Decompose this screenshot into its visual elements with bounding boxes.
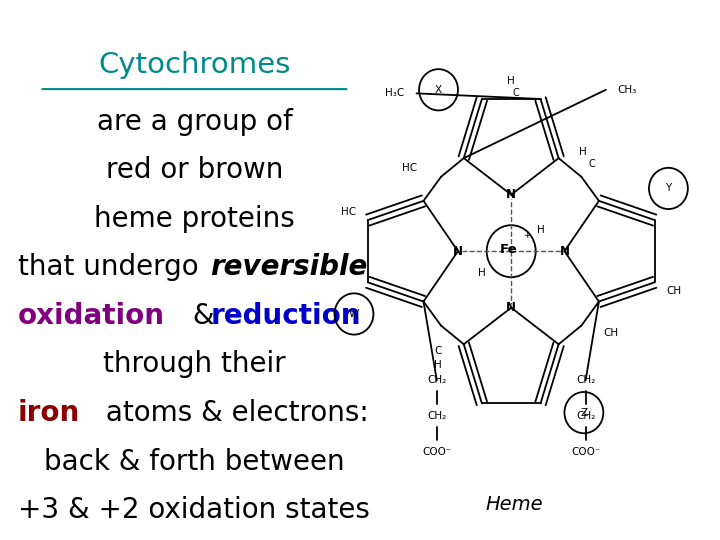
- Text: CH: CH: [603, 328, 618, 338]
- Text: CH₂: CH₂: [576, 375, 595, 386]
- Text: red or brown: red or brown: [106, 156, 283, 184]
- Text: Fe: Fe: [500, 243, 518, 256]
- Text: COO⁻: COO⁻: [571, 447, 600, 457]
- Text: COO⁻: COO⁻: [422, 447, 451, 457]
- Text: that undergo: that undergo: [18, 253, 207, 281]
- Text: W: W: [349, 309, 359, 319]
- Text: Heme: Heme: [486, 495, 544, 514]
- Text: heme proteins: heme proteins: [94, 205, 294, 233]
- Text: Cytochromes: Cytochromes: [98, 51, 291, 79]
- Text: CH₂: CH₂: [427, 411, 446, 421]
- Text: +3 & +2 oxidation states: +3 & +2 oxidation states: [19, 496, 370, 524]
- Text: H: H: [478, 268, 485, 278]
- Text: oxidation: oxidation: [18, 302, 165, 330]
- Text: CH₂: CH₂: [576, 411, 595, 421]
- Text: &: &: [184, 302, 223, 330]
- Text: HC: HC: [341, 207, 356, 217]
- Text: CH₃: CH₃: [618, 85, 637, 95]
- Text: H: H: [433, 360, 441, 370]
- Text: CH₂: CH₂: [427, 375, 446, 386]
- Text: C: C: [588, 159, 595, 169]
- Text: iron: iron: [18, 399, 80, 427]
- Text: Y: Y: [665, 184, 672, 193]
- Text: reversible: reversible: [210, 253, 368, 281]
- Text: X: X: [435, 85, 442, 95]
- Text: Z: Z: [580, 408, 588, 417]
- Text: N: N: [506, 301, 516, 314]
- Text: C: C: [513, 89, 520, 98]
- Text: through their: through their: [103, 350, 286, 379]
- Text: atoms & electrons:: atoms & electrons:: [97, 399, 369, 427]
- Text: N: N: [453, 245, 463, 258]
- Text: H: H: [508, 76, 515, 86]
- Text: back & forth between: back & forth between: [44, 448, 345, 476]
- Text: +: +: [523, 231, 530, 240]
- Text: H₃C: H₃C: [385, 89, 405, 98]
- Text: N: N: [559, 245, 570, 258]
- Text: H: H: [579, 147, 587, 157]
- Text: CH: CH: [667, 286, 682, 296]
- Text: HC: HC: [402, 163, 418, 173]
- Text: C: C: [434, 346, 441, 356]
- Text: H: H: [537, 225, 544, 235]
- Text: N: N: [506, 188, 516, 201]
- Text: are a group of: are a group of: [96, 107, 292, 136]
- Text: reduction: reduction: [211, 302, 361, 330]
